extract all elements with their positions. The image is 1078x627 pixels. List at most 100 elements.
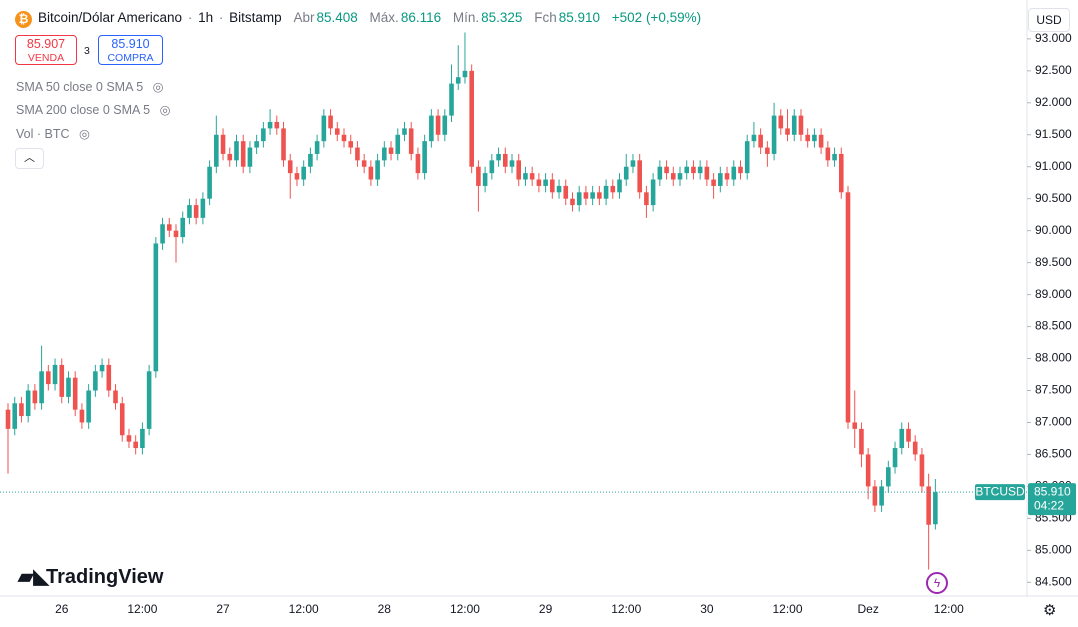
candle-body bbox=[200, 198, 206, 218]
candle-body bbox=[341, 134, 347, 142]
candle-body bbox=[193, 205, 199, 218]
candle-body bbox=[785, 128, 790, 135]
candle-body bbox=[429, 115, 434, 142]
x-tick-label: 12:00 bbox=[934, 602, 964, 616]
candle-body bbox=[227, 153, 233, 161]
candle-body bbox=[778, 115, 784, 129]
candle-body bbox=[825, 147, 831, 161]
candle-body bbox=[529, 173, 535, 180]
x-tick-label: 12:00 bbox=[773, 602, 803, 616]
candle-body bbox=[442, 115, 448, 135]
candle-body bbox=[805, 134, 810, 142]
candle-body bbox=[644, 192, 649, 206]
candle-body bbox=[516, 160, 522, 180]
indicator[interactable]: SMA 50 close 0 SMA 5 ◎ bbox=[16, 80, 164, 94]
ohlc-value: 85.910 bbox=[558, 10, 601, 25]
candle-body bbox=[812, 134, 817, 142]
buy-button[interactable]: 85.910 COMPRA bbox=[98, 35, 163, 65]
y-tick-label: 91.500 bbox=[1035, 127, 1072, 141]
candle-body bbox=[859, 428, 864, 455]
candle-body bbox=[597, 192, 602, 199]
event-icon[interactable]: ϟ bbox=[926, 572, 948, 594]
candle-body bbox=[173, 230, 179, 238]
ohlc-label: Abr bbox=[293, 10, 315, 25]
candle-body bbox=[153, 243, 159, 372]
candle-body bbox=[664, 166, 669, 174]
settings-icon[interactable]: ⚙ bbox=[1043, 602, 1057, 619]
candle-body bbox=[637, 160, 642, 193]
candle-body bbox=[563, 185, 569, 199]
candle-body bbox=[684, 166, 690, 174]
candle-body bbox=[119, 403, 125, 436]
candle-body bbox=[798, 115, 804, 135]
spread: 3 bbox=[84, 45, 90, 57]
indicator[interactable]: Vol · BTC ◎ bbox=[16, 127, 90, 141]
candle-body bbox=[469, 70, 474, 167]
candle-body bbox=[166, 224, 172, 231]
candle-body bbox=[214, 134, 219, 167]
candle-body bbox=[852, 422, 858, 429]
x-tick-label: 12:00 bbox=[127, 602, 157, 616]
candle-body bbox=[408, 128, 414, 154]
price-tag: 85.910 bbox=[1034, 484, 1071, 498]
candle-body bbox=[187, 205, 192, 218]
candle-body bbox=[140, 428, 145, 449]
candle-body bbox=[348, 141, 354, 148]
change: +502 (+0,59%) bbox=[611, 10, 702, 25]
price-tag-bg bbox=[1028, 483, 1076, 516]
candle-body bbox=[818, 134, 824, 148]
candle-body bbox=[308, 153, 313, 167]
candle-body bbox=[180, 217, 186, 238]
symbol-name[interactable]: Bitcoin/Dólar Americano bbox=[38, 10, 183, 25]
candle-body bbox=[435, 115, 441, 135]
candle-body bbox=[234, 141, 239, 161]
candle-body bbox=[240, 141, 246, 167]
sell-button[interactable]: 85.907 VENDA bbox=[15, 35, 77, 65]
ohlc-value: 85.408 bbox=[316, 10, 358, 25]
candle-body bbox=[718, 173, 723, 186]
candle-body bbox=[738, 166, 743, 174]
candle-body bbox=[79, 409, 85, 423]
candle-body bbox=[509, 160, 515, 167]
candle-body bbox=[751, 134, 757, 142]
candle-body bbox=[886, 467, 891, 487]
candle-body bbox=[388, 147, 394, 154]
x-tick-label: 12:00 bbox=[450, 602, 480, 616]
candle-body bbox=[879, 486, 884, 506]
collapse-button[interactable]: ︿ bbox=[15, 148, 44, 169]
candle-body bbox=[919, 454, 925, 487]
candle-body bbox=[677, 173, 683, 180]
y-tick-label: 93.000 bbox=[1035, 31, 1072, 45]
y-tick-label: 91.000 bbox=[1035, 159, 1072, 173]
candle-body bbox=[617, 179, 622, 193]
sell-label: VENDA bbox=[27, 52, 65, 64]
symbol-tag: BTCUSD bbox=[975, 484, 1025, 498]
y-tick-label: 89.500 bbox=[1035, 255, 1072, 269]
x-tick-label: 28 bbox=[378, 602, 392, 616]
candle-body bbox=[207, 166, 212, 199]
x-tick-label: 12:00 bbox=[611, 602, 641, 616]
candle-body bbox=[93, 371, 98, 391]
candle-body bbox=[590, 192, 595, 199]
candle-body bbox=[328, 115, 333, 129]
candle-body bbox=[704, 166, 710, 180]
y-tick-label: 88.500 bbox=[1035, 319, 1072, 333]
ohlc-value: 86.116 bbox=[400, 10, 442, 25]
y-tick-label: 87.000 bbox=[1035, 415, 1072, 429]
currency-button[interactable]: USD bbox=[1028, 8, 1070, 32]
interval[interactable]: 1h bbox=[198, 10, 214, 25]
candle-body bbox=[274, 121, 280, 129]
candle-body bbox=[496, 153, 501, 161]
candle-body bbox=[402, 128, 407, 135]
candle-body bbox=[912, 441, 918, 455]
indicator-label: SMA 200 close 0 SMA 5 bbox=[16, 103, 151, 117]
y-tick-label: 90.500 bbox=[1035, 191, 1072, 205]
y-tick-label: 89.000 bbox=[1035, 287, 1072, 301]
indicator[interactable]: SMA 200 close 0 SMA 5 ◎ bbox=[16, 103, 171, 117]
candle-body bbox=[482, 173, 488, 186]
logo: ▰◣TradingView bbox=[18, 566, 164, 588]
candle-body bbox=[603, 185, 609, 199]
candle-body bbox=[650, 179, 656, 206]
candle-body bbox=[771, 115, 777, 154]
